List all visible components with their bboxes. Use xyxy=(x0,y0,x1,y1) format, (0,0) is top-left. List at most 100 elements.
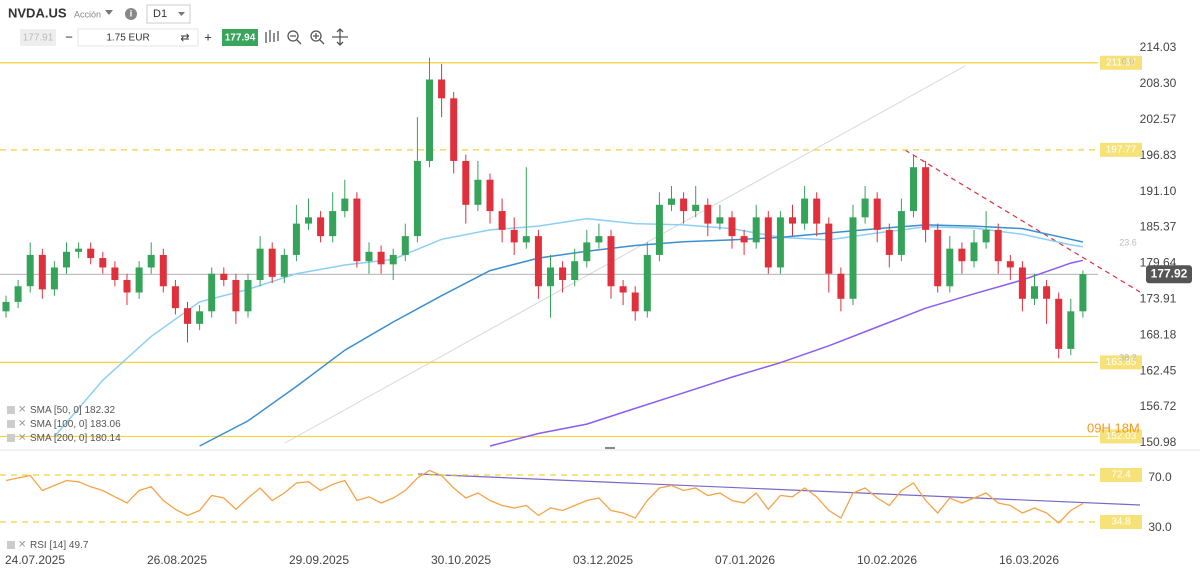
candle-body xyxy=(922,167,930,230)
plus-button[interactable]: + xyxy=(204,29,212,44)
candle-body xyxy=(825,223,833,274)
rsi-legend-close: ✕ xyxy=(18,540,26,551)
candle-body xyxy=(256,248,264,280)
candle-body xyxy=(776,217,784,268)
candle-tool[interactable] xyxy=(265,30,279,43)
level-label-box xyxy=(1100,142,1142,157)
level-label-box xyxy=(1100,429,1142,444)
candle-body xyxy=(740,236,748,243)
x-tick-label: 30.10.2025 xyxy=(431,553,491,567)
x-tick-label: 29.09.2025 xyxy=(289,553,349,567)
last-price-box xyxy=(1146,265,1192,284)
volume: 1.75 EUR xyxy=(106,33,149,44)
rsi-line xyxy=(5,469,1084,524)
candle-body xyxy=(534,236,542,287)
candle-body xyxy=(389,254,397,265)
rsi-name: RSI [14] xyxy=(30,540,66,551)
bid-price: 177.91 xyxy=(23,33,54,44)
candle-body xyxy=(292,223,300,255)
candle-body xyxy=(353,198,361,262)
y-tick-label: 150.98 xyxy=(1140,435,1177,449)
asset-type: Acción xyxy=(74,9,101,19)
marker xyxy=(605,447,615,449)
candle-body xyxy=(365,251,373,262)
candle-body xyxy=(946,248,954,287)
ask-price: 177.94 xyxy=(225,33,256,44)
zoom-out[interactable] xyxy=(287,30,299,42)
candle-body xyxy=(994,229,1002,262)
symbol[interactable]: NVDA.US xyxy=(8,5,67,20)
candle-body xyxy=(716,217,724,224)
rsi-value: 49.7 xyxy=(69,540,89,551)
info-icon[interactable] xyxy=(125,8,137,20)
candle-body xyxy=(680,198,688,212)
legend-close: ✕ xyxy=(18,419,26,430)
candle-body xyxy=(559,267,567,280)
minus-button[interactable]: − xyxy=(65,29,73,44)
legend-entry: SMA [200, 0] 180.14 xyxy=(30,433,121,444)
candle-body xyxy=(970,242,978,262)
legend-close: ✕ xyxy=(18,433,26,444)
candle-body xyxy=(401,236,409,255)
rsi-tick-label: 70.0 xyxy=(1148,470,1172,484)
candle-body xyxy=(510,229,518,243)
level-label: 152.03 xyxy=(1106,431,1137,442)
candle-body xyxy=(317,217,325,237)
legend-entry: SMA [100, 0] 183.06 xyxy=(30,419,121,430)
candle-body xyxy=(329,211,337,237)
candle-body xyxy=(87,248,95,259)
candle-body xyxy=(474,179,482,205)
rsi-legend: RSI [14] 49.7 xyxy=(30,540,89,551)
candle-body xyxy=(196,311,204,324)
candle-body xyxy=(2,301,10,312)
candle-body xyxy=(631,292,639,312)
candle-body xyxy=(135,267,143,293)
y-tick-label: 185.37 xyxy=(1140,220,1177,234)
candle-body xyxy=(1043,286,1051,299)
candle-body xyxy=(619,286,627,293)
candle-body xyxy=(280,254,288,277)
candle-body xyxy=(607,236,615,287)
x-tick-label: 26.08.2025 xyxy=(147,553,207,567)
overlay: 214.03208.30202.57196.83191.10185.37179.… xyxy=(0,40,1200,567)
candle-body xyxy=(377,251,385,265)
candle-body xyxy=(885,229,893,255)
candle-body xyxy=(910,167,917,212)
candle-body xyxy=(982,229,990,243)
sma-line xyxy=(53,217,1084,438)
candle-body xyxy=(244,279,252,312)
y-tick-label: 162.45 xyxy=(1140,363,1177,377)
candle-body xyxy=(14,286,22,302)
candle-body xyxy=(147,254,155,268)
candle-body xyxy=(426,79,433,161)
price-plot xyxy=(0,57,1098,447)
candle-body xyxy=(486,179,494,212)
swap-button[interactable]: ⇄ xyxy=(180,32,189,44)
timeframe: D1 xyxy=(153,8,167,20)
candle-body xyxy=(50,267,58,290)
candle-body xyxy=(861,198,869,218)
volume-input[interactable] xyxy=(77,28,199,47)
legend-name: SMA [200, 0] xyxy=(30,433,87,444)
legend-entry: SMA [50, 0] 182.32 xyxy=(30,405,116,416)
x-tick-label: 24.07.2025 xyxy=(5,553,65,567)
timeframe-select[interactable] xyxy=(146,4,191,24)
candle-body xyxy=(220,273,228,280)
candle-body xyxy=(1018,267,1026,299)
level-label: 197.77 xyxy=(1106,145,1137,156)
candle-body xyxy=(38,254,46,290)
candle-body xyxy=(208,273,216,312)
ask-box[interactable] xyxy=(222,29,258,46)
candle-body xyxy=(813,198,821,224)
bid-box[interactable] xyxy=(20,29,56,46)
y-tick-label: 168.18 xyxy=(1140,327,1177,341)
pan-tool[interactable] xyxy=(332,28,348,46)
dropdown-arrow[interactable] xyxy=(105,10,113,15)
rsi-legend-icon xyxy=(7,541,15,549)
zoom-in[interactable] xyxy=(310,30,322,42)
y-tick-label: 173.91 xyxy=(1140,292,1177,306)
fib-label: 0.0 xyxy=(1122,56,1135,66)
countdown: 09H 18M xyxy=(1087,420,1140,435)
candle-body xyxy=(413,160,421,237)
candle-body xyxy=(873,198,881,230)
